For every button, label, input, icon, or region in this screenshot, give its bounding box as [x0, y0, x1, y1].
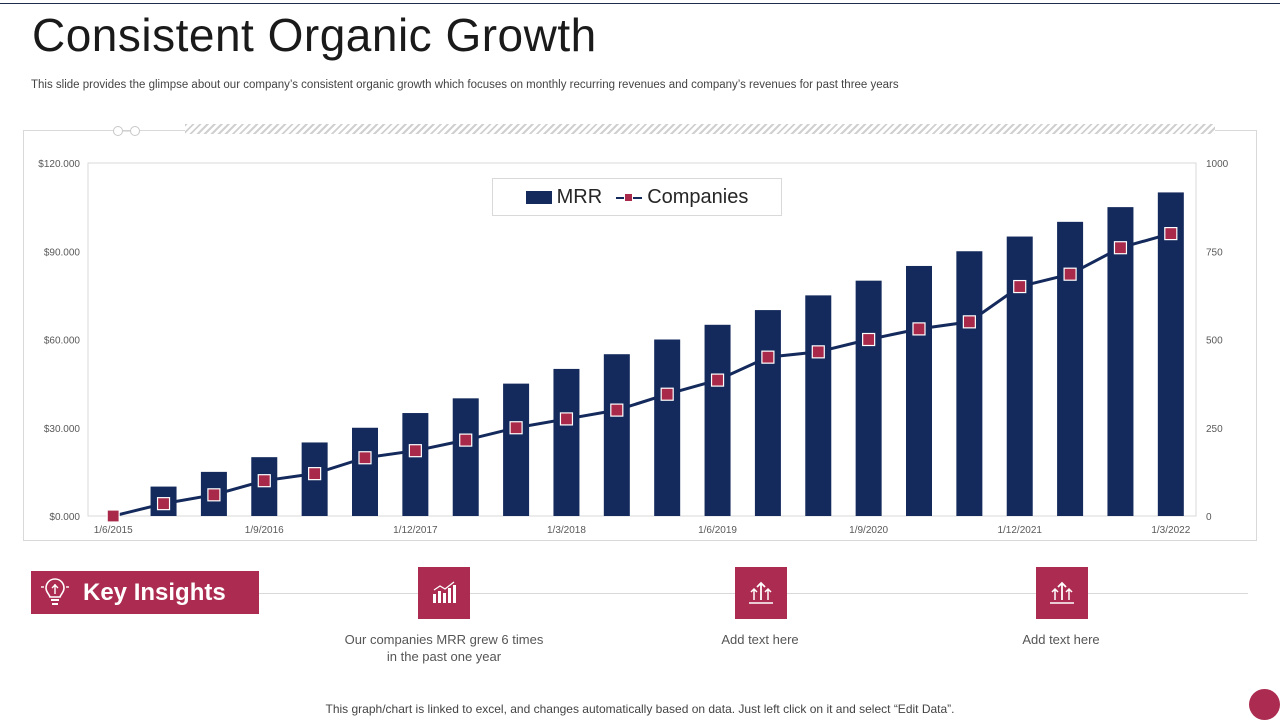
decorative-circles-icon — [113, 126, 140, 136]
x-tick-label: 1/12/2021 — [997, 525, 1042, 536]
companies-point — [408, 444, 422, 458]
insight-text-2[interactable]: Add text here — [721, 632, 799, 647]
mrr-bar — [805, 295, 832, 516]
mrr-bar — [855, 280, 882, 516]
plot-area — [87, 162, 1197, 517]
mrr-bar — [906, 265, 932, 516]
companies-point — [912, 322, 926, 336]
top-rule — [0, 3, 1280, 4]
y-left-tick-label: $120.000 — [38, 159, 80, 170]
companies-point — [660, 387, 674, 401]
y-left-tick-label: $90.000 — [44, 247, 81, 258]
growth-arrows-icon — [749, 581, 773, 604]
corner-decoration — [1249, 689, 1280, 720]
companies-point — [358, 451, 372, 465]
mrr-bar — [1157, 192, 1184, 516]
companies-point — [862, 332, 876, 347]
companies-point — [156, 497, 171, 511]
companies-point — [761, 350, 775, 364]
x-tick-label: 1/9/2016 — [245, 525, 284, 536]
mrr-bar — [704, 324, 731, 516]
growth-arrows-icon — [1050, 581, 1074, 604]
x-tick-label: 1/3/2018 — [547, 525, 586, 536]
companies-point — [308, 467, 322, 481]
insight-text-1: Our companies MRR grew 6 times in the pa… — [344, 632, 544, 664]
x-tick-label: 1/6/2015 — [94, 525, 133, 536]
x-tick-label: 1/12/2017 — [393, 525, 438, 536]
companies-point — [1013, 279, 1027, 294]
insight-icon-box-2 — [735, 567, 787, 619]
mrr-bar — [1006, 236, 1033, 516]
chart-legend[interactable]: MRR Companies — [492, 178, 782, 216]
companies-point — [610, 403, 624, 417]
mrr-bar — [1107, 207, 1134, 516]
insight-icon-box-1 — [418, 567, 470, 619]
x-tick-label: 1/3/2022 — [1151, 525, 1190, 536]
x-tick-label: 1/9/2020 — [849, 525, 888, 536]
key-insights-banner: Key Insights — [31, 571, 259, 614]
legend-label-mrr: MRR — [556, 185, 603, 208]
mrr-bar — [452, 398, 479, 516]
companies-point — [1164, 227, 1178, 241]
combo-chart[interactable]: $0.000 $30.000 $60.000 $90.000 $120.000 0 250 5… — [0, 0, 1280, 560]
companies-point — [962, 315, 976, 329]
companies-point — [509, 421, 523, 435]
y-left-tick-label: $0.000 — [49, 512, 80, 523]
companies-point — [257, 474, 271, 488]
y-left-tick-label: $30.000 — [44, 424, 81, 435]
mrr-bar — [603, 354, 630, 516]
mrr-bar — [654, 339, 681, 516]
companies-point — [459, 433, 473, 447]
y-right-tick-label: 500 — [1206, 336, 1223, 347]
page-title: Consistent Organic Growth — [32, 9, 597, 61]
mrr-bar — [553, 368, 580, 516]
companies-point — [710, 373, 725, 387]
y-left-tick-label: $60.000 — [44, 336, 81, 347]
mrr-bar — [402, 413, 429, 516]
companies-point — [1113, 241, 1128, 255]
y-right-tick-label: 0 — [1206, 512, 1212, 523]
legend-bar-swatch — [525, 190, 552, 204]
companies-point — [559, 412, 574, 426]
mrr-bar — [1057, 221, 1084, 517]
key-insights-label: Key Insights — [83, 578, 226, 606]
insight-icon-box-3 — [1036, 567, 1088, 619]
y-right-tick-label: 750 — [1206, 247, 1223, 258]
y-right-tick-label: 1000 — [1206, 159, 1229, 170]
legend-item-mrr[interactable]: MRR — [525, 185, 603, 209]
mrr-bar — [956, 251, 983, 516]
y-right-tick-label: 250 — [1206, 424, 1223, 435]
mrr-bar — [754, 310, 781, 516]
x-tick-label: 1/6/2019 — [698, 525, 737, 536]
lightbulb-icon — [41, 577, 69, 605]
bar-chart-icon — [433, 581, 456, 603]
companies-point — [207, 488, 221, 502]
mrr-bar — [503, 383, 530, 516]
legend-line-swatch — [616, 191, 643, 204]
companies-point — [811, 345, 825, 359]
legend-label-companies: Companies — [647, 185, 749, 208]
companies-line — [112, 232, 1172, 518]
companies-point — [1063, 267, 1077, 281]
legend-item-companies[interactable]: Companies — [616, 186, 748, 209]
insight-text-3[interactable]: Add text here — [1022, 632, 1100, 647]
mrr-bar — [352, 427, 378, 516]
page-subtitle: This slide provides the glimpse about ou… — [31, 79, 899, 91]
decorative-hatch-band — [185, 124, 1215, 134]
footer-note: This graph/chart is linked to excel, and… — [325, 702, 955, 716]
companies-point — [106, 509, 120, 523]
